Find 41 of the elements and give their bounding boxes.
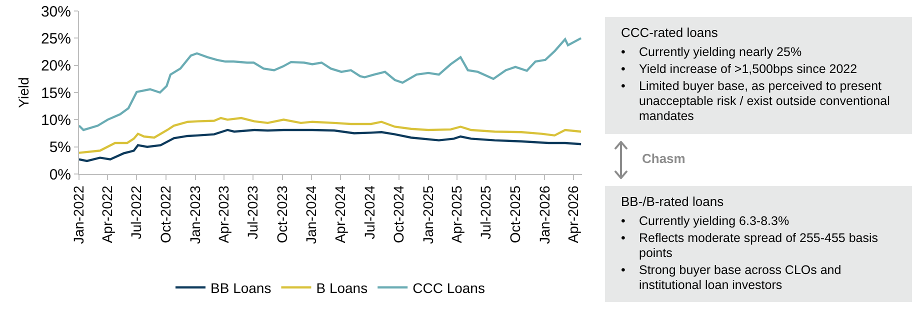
y-tick-label: 30% — [40, 3, 71, 20]
x-tick-label: Oct-2025 — [506, 185, 523, 244]
x-tick-label: Jul-2023 — [244, 185, 261, 240]
y-tick-label: 25% — [40, 30, 71, 48]
line-series — [79, 116, 582, 154]
text: • Yield increase of >1,500bps since 2022 — [621, 62, 858, 77]
x-tick-label: Oct-2022 — [158, 185, 174, 244]
x-tick-label: Apr-2023 — [216, 185, 232, 244]
x-tick-label: Oct-2023 — [274, 185, 290, 244]
text: BB-/B-rated loans — [621, 194, 725, 210]
x-tick-label: Jan-2022 — [70, 185, 87, 244]
x-tick-label: Apr-2025 — [448, 185, 465, 244]
y-axis-title: Yield — [16, 77, 32, 108]
text: CCC-rated loans — [621, 25, 719, 41]
x-tick-label: Jan-2025 — [420, 185, 436, 244]
x-tick-label: Oct-2024 — [390, 185, 407, 244]
text: • Currently yielding 6.3-8.3% — [621, 214, 790, 229]
x-tick-label: Apr-2026 — [564, 185, 581, 244]
text: • Limited buyer base, as perceived to present unacceptable risk / exist outside conventional mandates — [621, 79, 891, 124]
x-tick-label: Jan-2026 — [536, 185, 552, 244]
text: • Reflects moderate spread of 255-455 basis points — [621, 231, 880, 261]
x-tick-label: Jul-2025 — [478, 185, 494, 240]
x-tick-label: Jan-2024 — [303, 185, 320, 244]
y-tick-label: 20% — [40, 58, 71, 75]
text: Chasm — [642, 151, 686, 166]
x-tick-label: Jul-2024 — [361, 185, 378, 240]
line-series — [79, 37, 582, 132]
legend-label: BB Loans — [210, 280, 272, 296]
x-tick-label: Apr-2022 — [99, 185, 116, 244]
y-tick-label: 0% — [49, 166, 71, 184]
legend-label: CCC Loans — [412, 280, 485, 296]
line-series — [79, 128, 582, 162]
y-tick-label: 10% — [40, 112, 71, 129]
y-tick-label: 15% — [40, 84, 71, 102]
x-tick-label: Apr-2024 — [332, 185, 348, 244]
text: • Strong buyer base across CLOs and institutional loan investors — [621, 263, 842, 293]
x-tick-label: Jan-2023 — [186, 185, 203, 244]
legend-label: B Loans — [316, 280, 368, 296]
x-tick-label: Jul-2022 — [128, 185, 144, 240]
text: • Currently yielding nearly 25% — [621, 45, 803, 60]
y-tick-label: 5% — [49, 139, 71, 156]
